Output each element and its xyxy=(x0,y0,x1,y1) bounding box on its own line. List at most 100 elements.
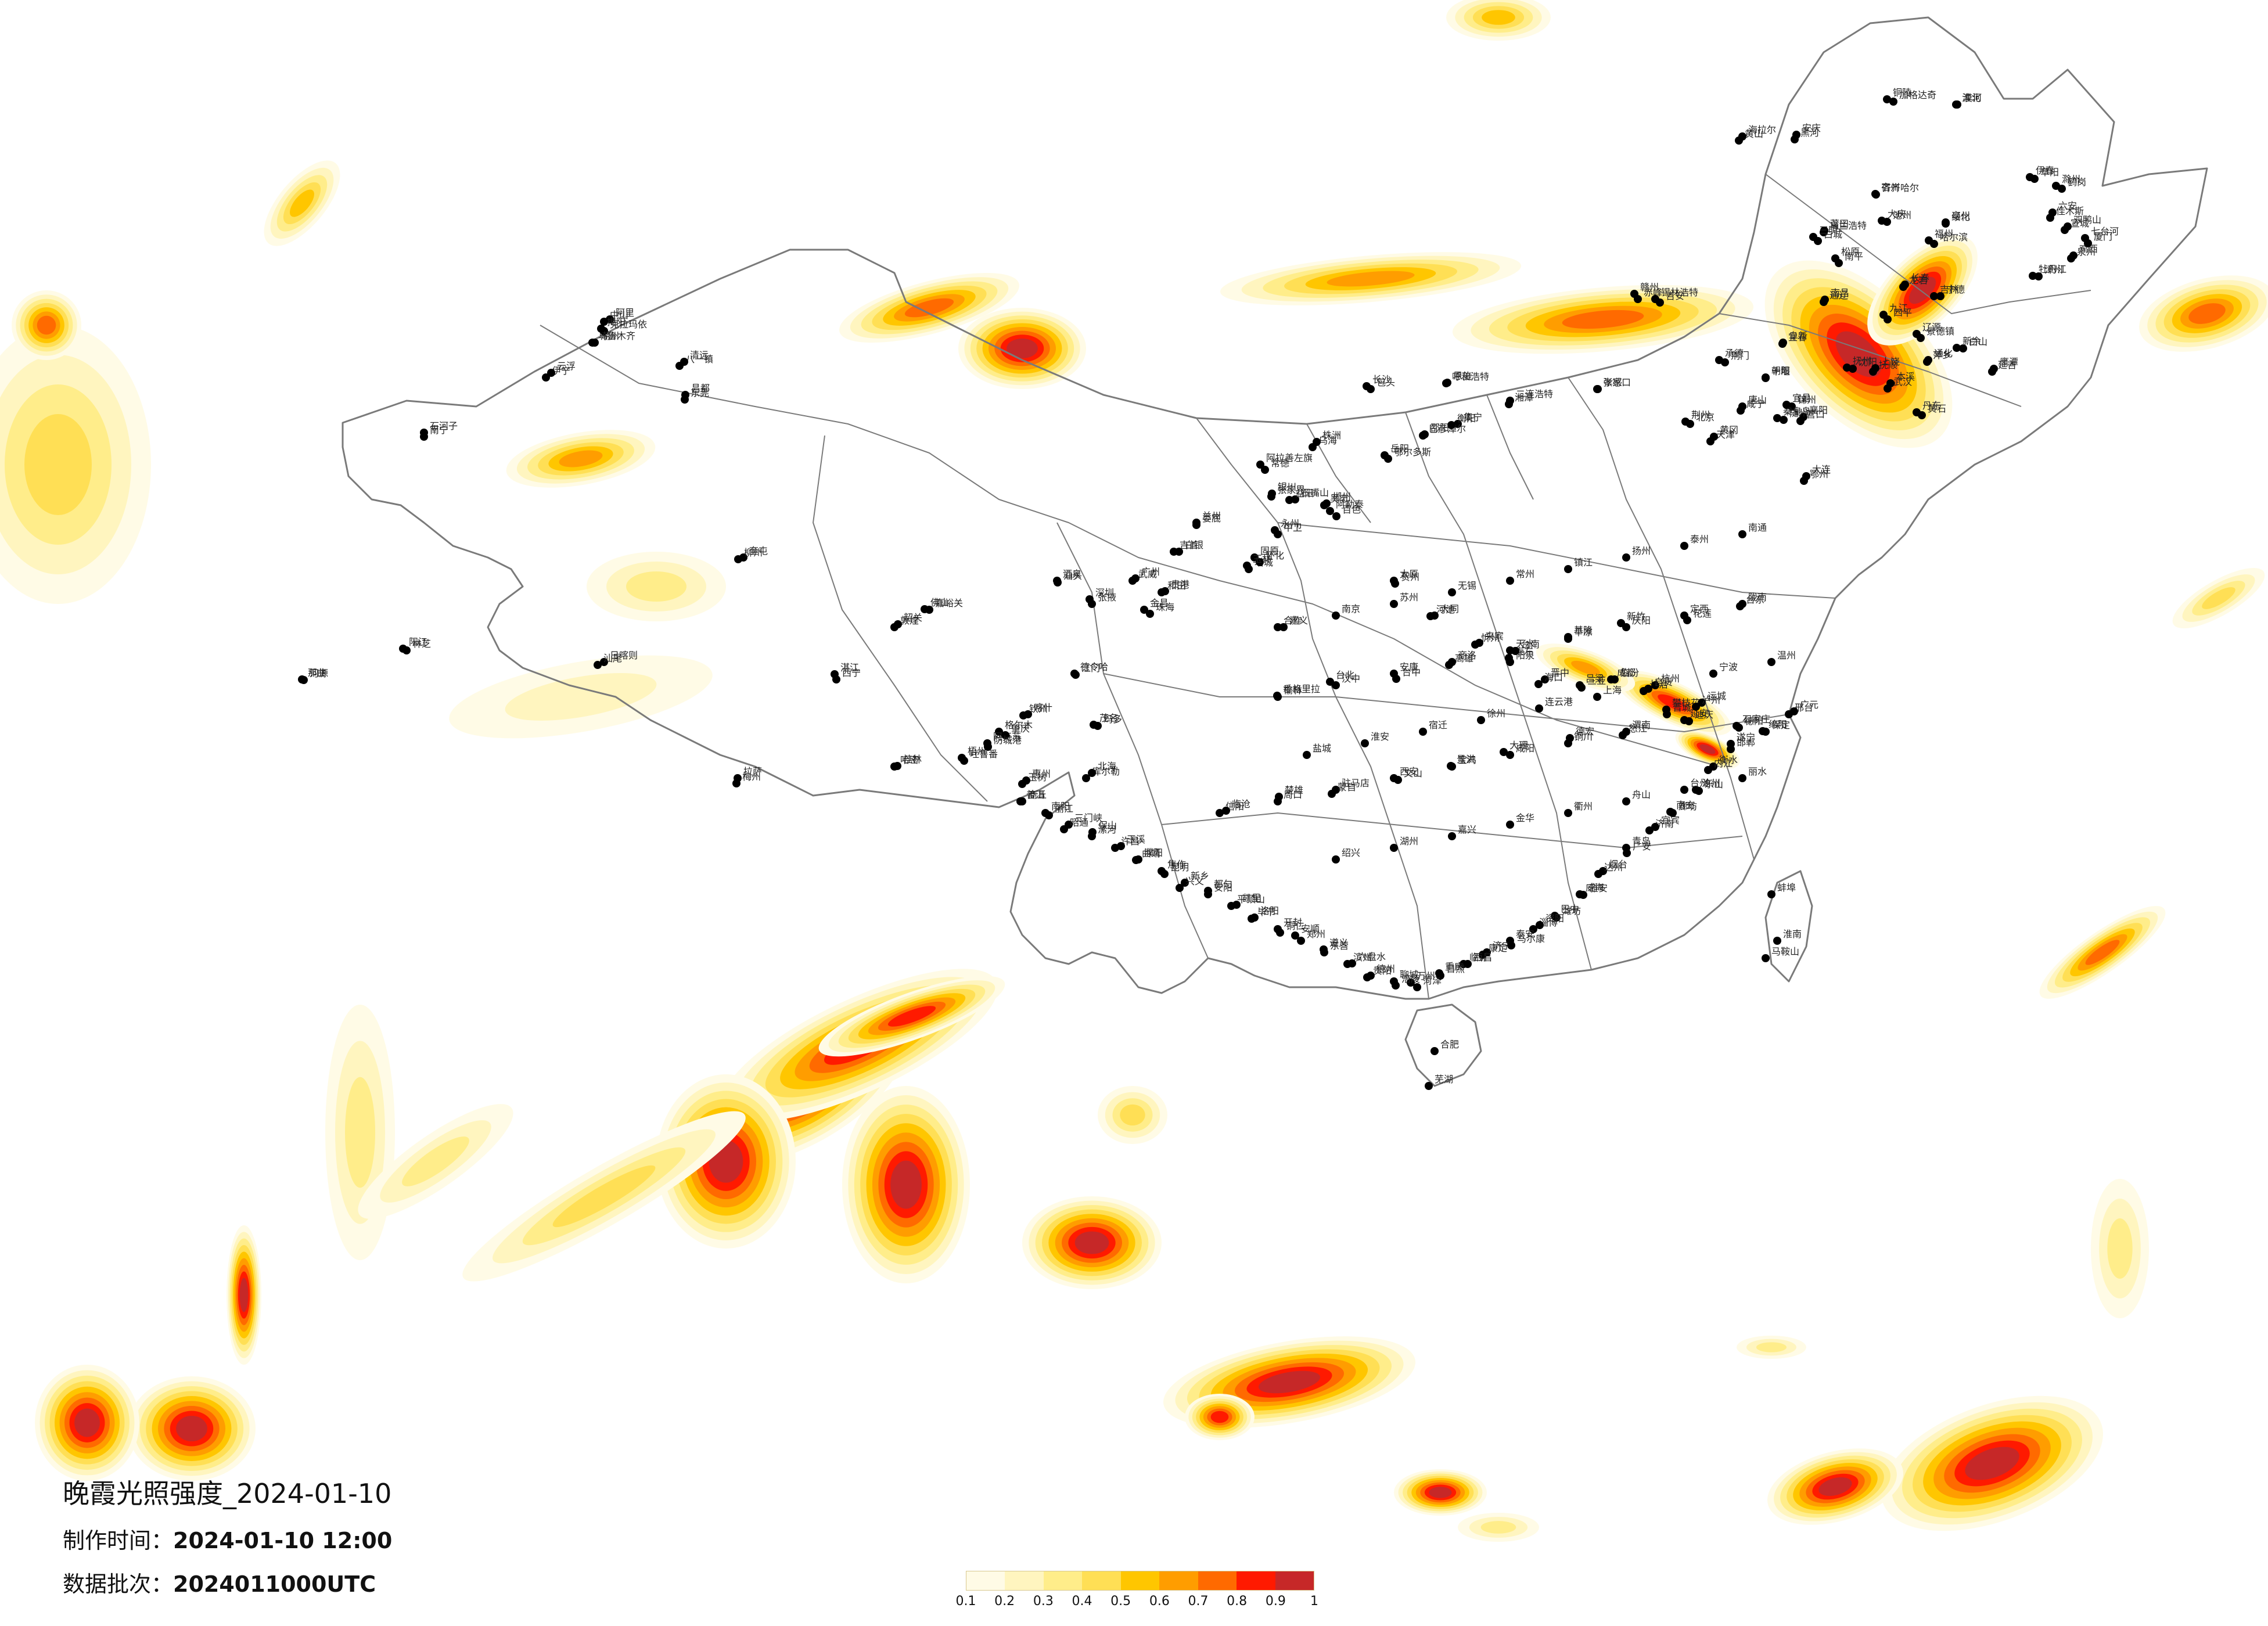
city-dot xyxy=(831,670,839,678)
city-label: 天水 xyxy=(1516,638,1534,649)
city-label: 二连浩特 xyxy=(1516,388,1553,400)
city-dot xyxy=(1709,670,1717,678)
city-label: 来宾 xyxy=(1485,631,1504,642)
city-label: 梅州 xyxy=(742,771,761,782)
city-label: 张掖 xyxy=(1098,592,1116,603)
city-label: 台州 xyxy=(1690,778,1709,789)
city-label: 湖州 xyxy=(1400,836,1418,847)
city-label: 昌都 xyxy=(691,383,710,394)
heat-cell xyxy=(1965,1447,2019,1480)
legend-tick-label: 0.9 xyxy=(1265,1594,1286,1609)
heat-cell xyxy=(1258,1370,1321,1394)
city-dot xyxy=(1390,600,1398,608)
city-label: 邯郸 xyxy=(1737,737,1755,748)
city-dot xyxy=(732,779,741,787)
city-dot xyxy=(1736,602,1744,610)
city-dot xyxy=(1475,639,1483,647)
city-dot xyxy=(1421,430,1429,438)
city-label: 兰州 xyxy=(1202,510,1221,521)
city-label: 赤峰 xyxy=(1644,287,1662,298)
heat-cell xyxy=(1120,1104,1145,1126)
city-label: 铜川 xyxy=(1574,731,1593,742)
city-label: 伊宁 xyxy=(552,365,570,376)
city-label: 本溪 xyxy=(1896,371,1915,382)
city-dot xyxy=(1479,951,1487,959)
city-label: 宝鸡 xyxy=(1458,754,1476,765)
city-dot xyxy=(1348,959,1356,967)
city-dot xyxy=(1392,981,1400,990)
city-dot xyxy=(1506,751,1514,759)
city-label: 蚌埠 xyxy=(1777,882,1796,893)
heat-cell xyxy=(904,298,954,318)
city-dot xyxy=(1930,292,1938,300)
heat-cell xyxy=(176,1416,207,1441)
city-dot xyxy=(1407,979,1415,987)
city-label: 泸州 xyxy=(1702,695,1720,706)
heat-cell xyxy=(402,1136,469,1186)
city-label: 上海 xyxy=(1603,685,1622,696)
city-label: 日照 xyxy=(1446,963,1465,974)
city-label: 台北 xyxy=(1336,670,1354,681)
city-dot xyxy=(1291,931,1299,940)
city-label: 抚顺 xyxy=(1879,359,1897,370)
city-dot xyxy=(1692,703,1700,711)
city-label: 许昌 xyxy=(1121,836,1140,847)
city-label: 德宏 xyxy=(1576,726,1594,737)
city-label: 克拉玛依 xyxy=(610,319,647,330)
city-label: 嘉峪关 xyxy=(935,598,963,609)
city-dot xyxy=(894,620,902,628)
city-dot xyxy=(1564,565,1572,573)
heat-cell xyxy=(1908,276,1936,304)
city-label: 临汾 xyxy=(1620,667,1639,678)
city-label: 香格里拉 xyxy=(1283,684,1320,695)
city-label: 延吉 xyxy=(1998,359,2017,370)
city-dot xyxy=(542,373,550,382)
legend-ticks: 0.1 0.2 0.3 0.4 0.5 0.6 0.7 0.8 0.9 1 xyxy=(956,1594,1319,1617)
city-dot xyxy=(1082,774,1090,782)
city-dot xyxy=(893,762,901,770)
city-label: 孝感 xyxy=(1604,377,1622,388)
city-label: 佳木斯 xyxy=(2056,206,2084,217)
city-label: 石嘴山 xyxy=(1301,487,1329,498)
city-label: 六盘水 xyxy=(1358,951,1386,962)
city-label: 玉溪 xyxy=(1127,834,1145,845)
city-label: 库尔勒 xyxy=(1092,766,1120,777)
city-label: 白山 xyxy=(1969,336,1987,347)
city-dot xyxy=(1566,734,1574,742)
city-label: 固原 xyxy=(1260,545,1279,556)
city-label: 金昌 xyxy=(1150,598,1169,609)
city-dot xyxy=(1685,717,1693,725)
city-dot xyxy=(1464,960,1472,968)
city-label: 都匀 xyxy=(1214,879,1232,890)
city-dot xyxy=(1328,790,1336,798)
city-label: 龙岩 xyxy=(1909,275,1928,286)
city-label: 广元 xyxy=(1800,699,1818,710)
city-dot xyxy=(1390,844,1398,852)
city-label: 防城港 xyxy=(994,735,1022,746)
city-label: 朝阳 xyxy=(1771,365,1790,376)
heat-cell xyxy=(1210,1411,1229,1423)
data-batch-label: 数据批次： xyxy=(63,1571,174,1597)
city-dot xyxy=(1773,937,1781,945)
city-label: 荆门 xyxy=(1731,350,1749,361)
city-label: 曲靖 xyxy=(1142,848,1160,859)
city-label: 西宁 xyxy=(842,667,861,678)
city-label: 张家界 xyxy=(1277,484,1305,495)
city-label: 滁州 xyxy=(2062,174,2080,185)
city-dot xyxy=(1529,925,1537,933)
city-label: 万州 xyxy=(1417,970,1435,981)
city-dot xyxy=(1160,870,1169,878)
city-label: 宜春 xyxy=(1788,332,1807,343)
city-dot xyxy=(1320,945,1328,954)
city-label: 随州 xyxy=(1789,408,1808,419)
city-dot xyxy=(1959,344,1967,352)
city-dot xyxy=(1899,283,1907,291)
city-dot xyxy=(1541,675,1549,684)
city-label: 西昌 xyxy=(1473,952,1492,963)
legend-swatch xyxy=(1275,1571,1314,1590)
city-dot xyxy=(1256,558,1264,566)
city-dot xyxy=(1871,190,1879,198)
city-label: 大连 xyxy=(1812,464,1831,475)
city-label: 吕梁 xyxy=(1586,673,1604,684)
city-label: 宿迁 xyxy=(1429,720,1447,731)
